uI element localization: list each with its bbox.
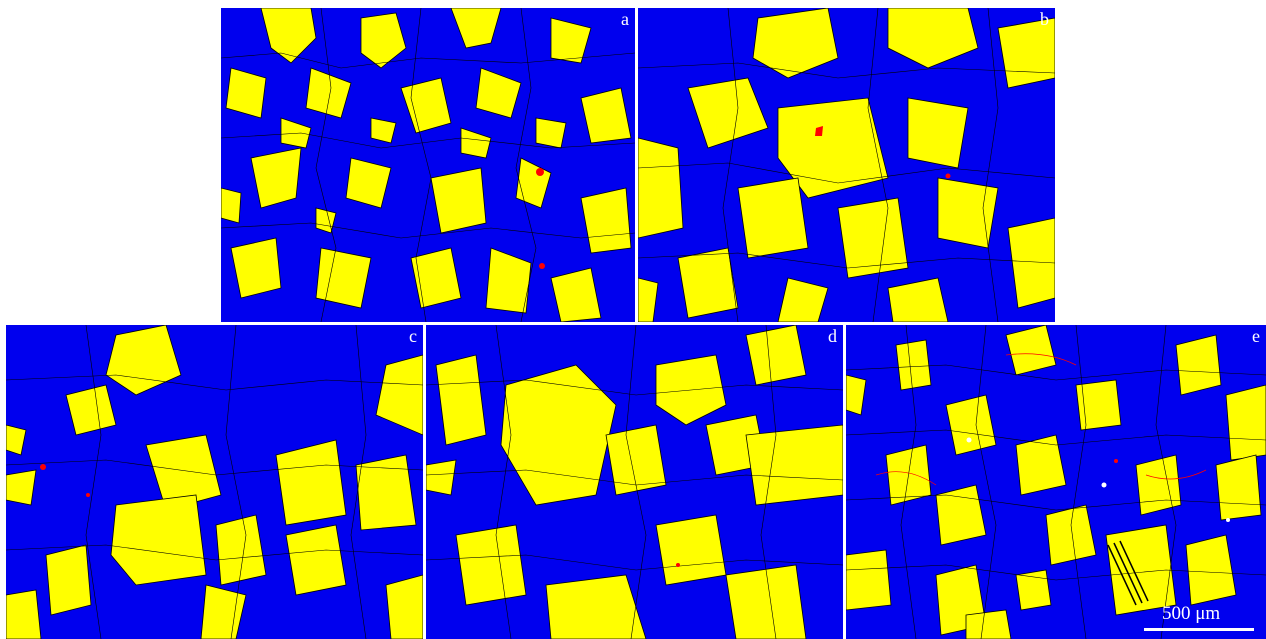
micrograph-panel-d: d <box>426 325 843 639</box>
panel-label-c: c <box>409 326 417 346</box>
phase-map-a <box>221 8 635 322</box>
micrograph-panel-a: a <box>221 8 635 322</box>
panel-label-a: a <box>621 9 629 29</box>
phase-map-d <box>426 325 843 639</box>
phase-map-c <box>6 325 423 639</box>
micrograph-panel-e: e <box>846 325 1266 639</box>
panel-label-b: b <box>1040 9 1049 29</box>
scale-bar <box>1144 628 1254 631</box>
micrograph-panel-b: b <box>638 8 1055 322</box>
phase-map-e <box>846 325 1266 639</box>
scale-bar-label: 500 μm <box>1162 603 1221 624</box>
micrograph-panel-c: c <box>6 325 423 639</box>
phase-map-b <box>638 8 1055 322</box>
panel-label-e: e <box>1252 326 1260 346</box>
panel-label-d: d <box>828 326 837 346</box>
